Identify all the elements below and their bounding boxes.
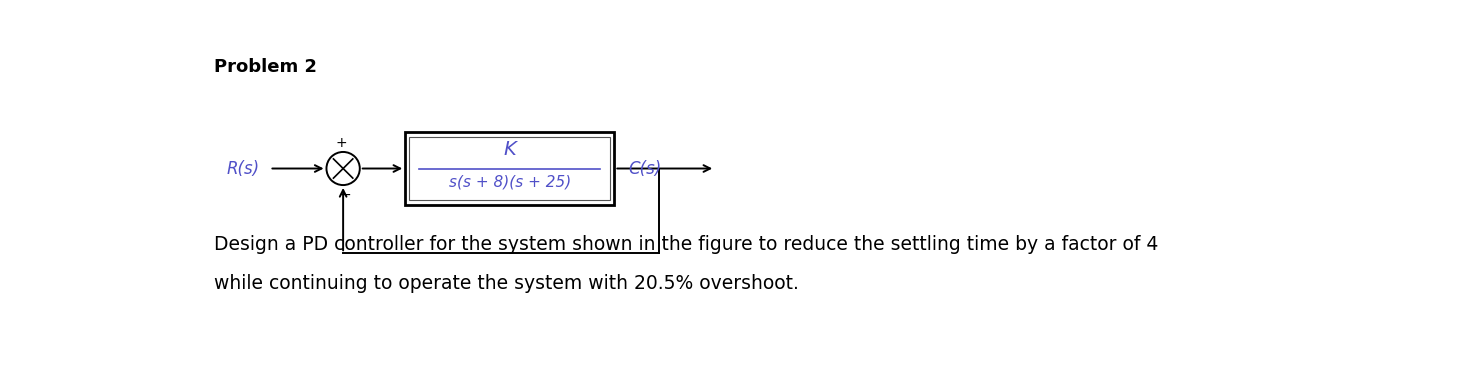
Text: Problem 2: Problem 2 bbox=[214, 58, 317, 76]
Bar bbox=[410, 137, 610, 200]
Text: −: − bbox=[340, 188, 351, 202]
Text: +: + bbox=[336, 136, 348, 150]
Bar bbox=[405, 132, 615, 205]
Text: while continuing to operate the system with 20.5% overshoot.: while continuing to operate the system w… bbox=[214, 274, 799, 293]
Text: Design a PD controller for the system shown in the figure to reduce the settling: Design a PD controller for the system sh… bbox=[214, 235, 1159, 255]
Text: s(s + 8)(s + 25): s(s + 8)(s + 25) bbox=[448, 175, 570, 190]
Text: K: K bbox=[504, 140, 516, 159]
Text: R(s): R(s) bbox=[227, 159, 259, 177]
Text: C(s): C(s) bbox=[628, 159, 662, 177]
